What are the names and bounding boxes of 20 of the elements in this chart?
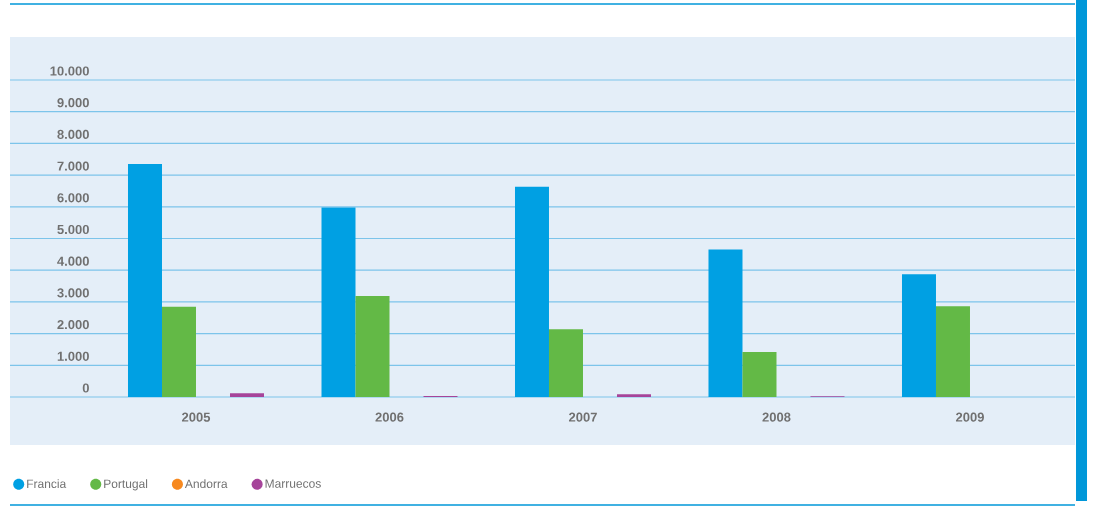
y-tick-label: 5.000: [57, 224, 89, 235]
y-tick-label: 8.000: [57, 129, 89, 139]
x-tick-label: 2007: [568, 412, 597, 422]
y-tick-label: 4.000: [57, 256, 89, 266]
y-tick-label: 1.000: [57, 351, 89, 361]
y-tick-label: 0: [82, 383, 89, 393]
y-tick-label: 2.000: [57, 320, 89, 330]
legend-label: Andorra: [184, 479, 228, 489]
y-tick-label: 7.000: [57, 161, 89, 171]
x-tick-label: 2005: [181, 412, 211, 422]
y-tick-label: 6.000: [57, 193, 89, 203]
x-tick-label: 2009: [955, 412, 984, 422]
y-tick-label: 9.000: [57, 98, 89, 108]
x-tick-label: 2008: [762, 412, 791, 422]
legend-label: Marruecos: [265, 479, 321, 488]
y-tick-label: 3.000: [57, 288, 89, 298]
x-tick-label: 2006: [375, 412, 404, 422]
legend-label: Francia: [27, 479, 67, 489]
legend-label: Portugal: [104, 479, 148, 491]
y-tick-label: 10.000: [50, 66, 89, 76]
